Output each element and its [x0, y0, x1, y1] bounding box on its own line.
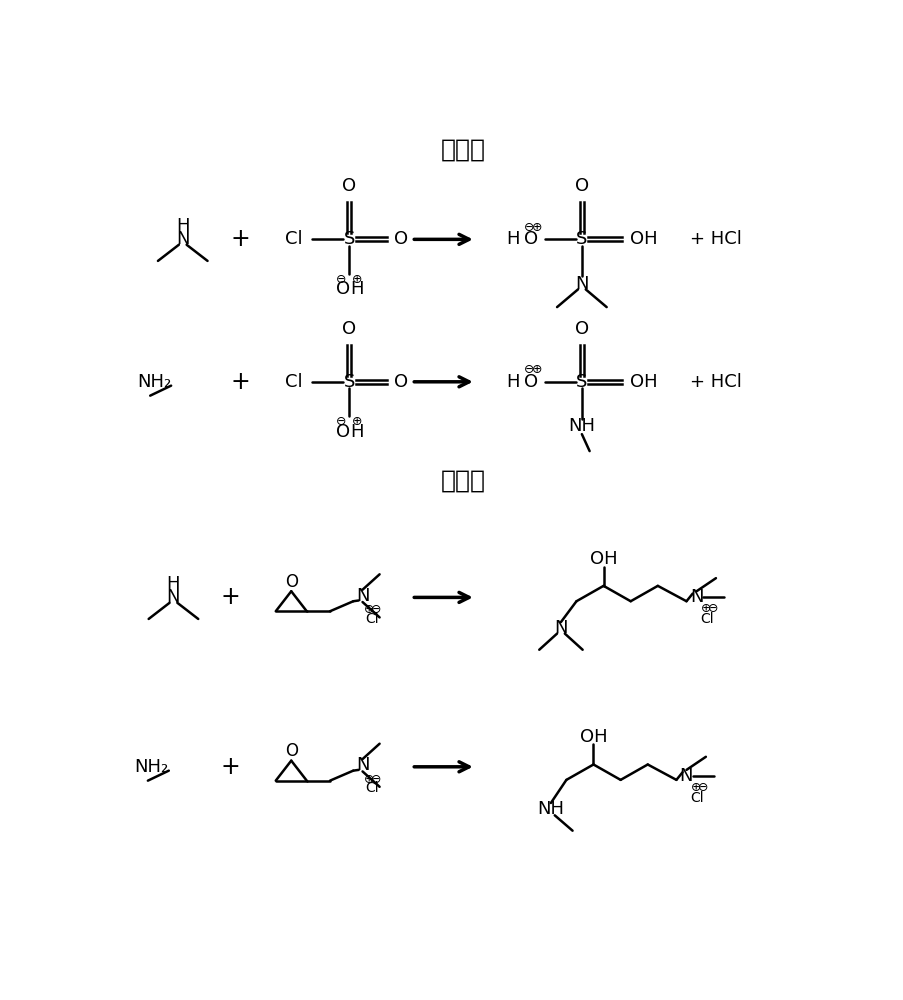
Text: NH: NH: [536, 800, 563, 818]
Text: H: H: [506, 373, 519, 391]
Text: ⊖: ⊖: [697, 781, 708, 794]
Text: H: H: [176, 217, 190, 235]
Text: S: S: [343, 230, 355, 248]
Text: ⊕: ⊕: [531, 221, 542, 234]
Text: O: O: [523, 373, 537, 391]
Text: + HCl: + HCl: [690, 230, 741, 248]
Text: O: O: [342, 320, 356, 338]
Text: S: S: [575, 373, 587, 391]
Text: H: H: [350, 280, 364, 298]
Text: N: N: [166, 588, 180, 606]
Text: O: O: [342, 177, 356, 195]
Text: ⊕: ⊕: [690, 781, 700, 794]
Text: H: H: [506, 230, 519, 248]
Text: ⊖: ⊖: [336, 273, 347, 286]
Text: Cl: Cl: [690, 791, 703, 805]
Text: ⊖: ⊖: [371, 603, 381, 616]
Text: Cl: Cl: [365, 612, 378, 626]
Text: OH: OH: [589, 550, 617, 568]
Text: ⊕: ⊕: [351, 415, 362, 428]
Text: O: O: [284, 742, 297, 760]
Text: OH: OH: [629, 373, 656, 391]
Text: ⊕: ⊕: [531, 363, 542, 376]
Text: OH: OH: [579, 728, 607, 746]
Text: N: N: [574, 275, 588, 293]
Text: O: O: [336, 423, 349, 441]
Text: ⊕: ⊕: [363, 773, 374, 786]
Text: N: N: [679, 767, 693, 785]
Text: 荷正电: 荷正电: [441, 468, 485, 492]
Text: ⊖: ⊖: [708, 602, 718, 615]
Text: ⊕: ⊕: [700, 602, 711, 615]
Text: O: O: [393, 373, 407, 391]
Text: O: O: [523, 230, 537, 248]
Text: NH: NH: [568, 417, 595, 435]
Text: O: O: [574, 320, 588, 338]
Text: N: N: [176, 230, 190, 248]
Text: ⊖: ⊖: [524, 363, 534, 376]
Text: O: O: [393, 230, 407, 248]
Text: + HCl: + HCl: [690, 373, 741, 391]
Text: S: S: [575, 230, 587, 248]
Text: Cl: Cl: [285, 373, 303, 391]
Text: N: N: [689, 588, 703, 606]
Text: N: N: [356, 587, 369, 605]
Text: O: O: [336, 280, 349, 298]
Text: S: S: [343, 373, 355, 391]
Text: NH₂: NH₂: [135, 758, 169, 776]
Text: ⊖: ⊖: [336, 415, 347, 428]
Text: +: +: [220, 585, 240, 609]
Text: Cl: Cl: [285, 230, 303, 248]
Text: ⊖: ⊖: [371, 773, 381, 786]
Text: Cl: Cl: [365, 781, 378, 795]
Text: O: O: [574, 177, 588, 195]
Text: O: O: [284, 573, 297, 591]
Text: N: N: [554, 619, 567, 637]
Text: +: +: [231, 227, 250, 251]
Text: ⊕: ⊕: [351, 273, 362, 286]
Text: N: N: [356, 756, 369, 774]
Text: +: +: [220, 755, 240, 779]
Text: OH: OH: [629, 230, 656, 248]
Text: +: +: [231, 370, 250, 394]
Text: 荷负电: 荷负电: [441, 137, 485, 161]
Text: Cl: Cl: [700, 612, 713, 626]
Text: H: H: [166, 575, 180, 593]
Text: ⊖: ⊖: [524, 221, 534, 234]
Text: ⊕: ⊕: [363, 603, 374, 616]
Text: NH₂: NH₂: [136, 373, 171, 391]
Text: H: H: [350, 423, 364, 441]
